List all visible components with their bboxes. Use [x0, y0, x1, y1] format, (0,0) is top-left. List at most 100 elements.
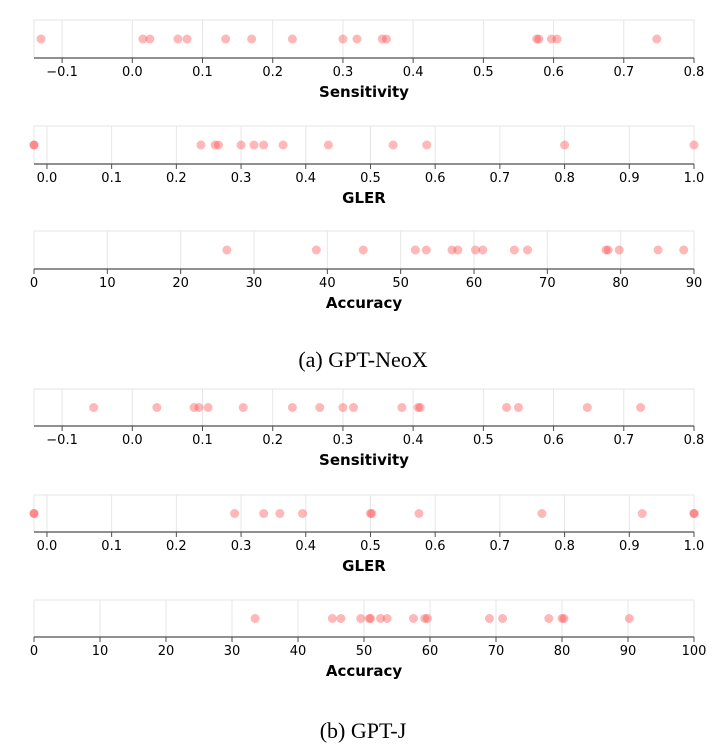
- panel-a-accuracy-point: [470, 245, 480, 255]
- panel-b-sensitivity-tick-label: 0.0: [122, 433, 143, 448]
- panel-a-sensitivity-tick-label: 0.3: [333, 65, 354, 80]
- panel-a-gler-point: [560, 140, 570, 150]
- panel-a-gler-tick-label: 0.0: [37, 171, 58, 186]
- panel-b-sensitivity-point: [338, 403, 348, 412]
- panel-b-accuracy-point: [376, 614, 385, 623]
- panel-b-gler-tick-label: 0.1: [101, 539, 122, 554]
- panel-a-sensitivity-frame: [33, 19, 695, 59]
- panel-b-gler-point: [298, 509, 308, 518]
- panel-b-sensitivity-tick-label: 0.6: [543, 433, 564, 448]
- panel-a-accuracy-point: [421, 245, 431, 255]
- panel-b-sensitivity-point: [348, 403, 358, 412]
- panel-a-gler-tick-label: 1.0: [684, 171, 705, 186]
- panel-a-gler-tick-label: 0.5: [360, 171, 381, 186]
- panel-b-sensitivity-tick-label: 0.3: [333, 433, 354, 448]
- panel-a-accuracy-point: [509, 245, 519, 255]
- panel-b-sensitivity-point: [89, 403, 99, 412]
- caption-b: (b) GPT-J: [320, 718, 407, 743]
- panel-a-gler-point: [196, 140, 206, 150]
- panel-a-gler-tick-label: 0.6: [425, 171, 446, 186]
- panel-b-gler-tick-label: 1.0: [684, 539, 705, 554]
- panel-b-accuracy-tick-label: 20: [158, 644, 175, 659]
- panel-b-accuracy-point: [327, 614, 337, 623]
- panel-b-accuracy-point: [250, 614, 260, 623]
- panel-a-gler-point: [323, 140, 333, 150]
- panel-b-sensitivity-tick-label: −0.1: [46, 433, 78, 448]
- panel-b-accuracy-tick-label: 100: [682, 644, 707, 659]
- panel-b-accuracy: 0 10 20 30 40 50 60 70 80 90 100 Accuracy: [30, 599, 707, 680]
- panel-b-sensitivity-tick-label: 0.1: [192, 433, 213, 448]
- panel-b-gler-tick-label: 0.6: [425, 539, 446, 554]
- panel-a-gler: 0.0 0.1 0.2 0.3 0.4 0.5 0.6 0.7 0.8 0.9 1.0 GLER: [29, 125, 705, 207]
- panel-a-accuracy-tick-label: 20: [172, 276, 189, 291]
- panel-b-sensitivity-point: [238, 403, 248, 412]
- panel-b-sensitivity-point: [582, 403, 592, 412]
- panel-a-sensitivity-point: [287, 34, 297, 44]
- panel-b-gler-tick-label: 0.5: [360, 539, 381, 554]
- panel-a-gler-tick-label: 0.4: [295, 171, 316, 186]
- panel-b-sensitivity-tick-label: 0.5: [473, 433, 494, 448]
- panel-a-sensitivity-tick-label: −0.1: [46, 65, 78, 80]
- panel-b-accuracy-tick-label: 40: [290, 644, 307, 659]
- panel-a-accuracy-tick-label: 80: [612, 276, 629, 291]
- panel-a-gler-point: [422, 140, 432, 150]
- panel-b-gler-point: [414, 509, 424, 518]
- panel-a-sensitivity-point: [546, 34, 556, 44]
- panel-a-gler-point: [29, 140, 39, 150]
- panel-a-accuracy-point: [478, 245, 488, 255]
- panel-a-sensitivity-axis-title: Sensitivity: [319, 83, 409, 101]
- panel-a-accuracy-point: [311, 245, 321, 255]
- panel-b-sensitivity-tick-label: 0.4: [403, 433, 424, 448]
- panel-b-accuracy-point: [382, 614, 392, 623]
- panel-a-sensitivity-point: [381, 34, 391, 44]
- panel-a-sensitivity-tick-label: 0.1: [192, 65, 213, 80]
- panel-a-sensitivity: −0.1 0.0 0.1 0.2 0.3 0.4 0.5 0.6 0.7 0.8 Sensitivi…: [33, 19, 705, 101]
- panel-a-gler-tick-label: 0.3: [231, 171, 252, 186]
- panel-a-sensitivity-point: [145, 34, 155, 44]
- panel-a-sensitivity-tick-label: 0.7: [613, 65, 634, 80]
- panel-b-sensitivity-point: [397, 403, 407, 412]
- panel-b-gler-point: [29, 509, 39, 518]
- panel-a-gler-tick-label: 0.9: [619, 171, 640, 186]
- panel-a-accuracy-point: [603, 245, 613, 255]
- panel-b-gler-point: [689, 509, 699, 518]
- panel-a-gler-point: [388, 140, 398, 150]
- panel-a-accuracy-tick-label: 50: [392, 276, 409, 291]
- panel-a-sensitivity-tick-label: 0.4: [403, 65, 424, 80]
- panel-a-sensitivity-point: [173, 34, 183, 44]
- panel-a-sensitivity-point: [552, 34, 562, 44]
- panel-b-accuracy-point: [624, 614, 634, 623]
- panel-a-sensitivity-tick-label: 0.0: [122, 65, 143, 80]
- panel-b-accuracy-point: [498, 614, 508, 623]
- panel-b-gler-axis-title: GLER: [342, 557, 386, 575]
- panel-b-sensitivity-point: [194, 403, 204, 412]
- panel-a-sensitivity-point: [352, 34, 362, 44]
- panel-b-accuracy-point: [356, 614, 366, 623]
- panel-b-accuracy-point: [366, 614, 376, 623]
- panel-b-accuracy-tick-label: 10: [92, 644, 109, 659]
- panel-a-accuracy-tick-label: 60: [466, 276, 483, 291]
- panel-b-sensitivity: −0.1 0.0 0.1 0.2 0.3 0.4 0.5 0.6 0.7 0.8 Sensitivi…: [33, 388, 704, 469]
- panel-b-sensitivity-point: [315, 403, 325, 412]
- panel-a-sensitivity-point: [36, 34, 46, 44]
- panel-a-accuracy-tick-label: 0: [30, 276, 38, 291]
- panel-a-accuracy-tick-label: 40: [319, 276, 336, 291]
- panel-a-sensitivity-tick-label: 0.8: [684, 65, 705, 80]
- panel-b-accuracy-tick-label: 30: [224, 644, 241, 659]
- panel-a-gler-frame: [33, 125, 695, 165]
- panel-a-gler-point: [259, 140, 269, 150]
- panel-a-accuracy-point: [679, 245, 689, 255]
- panel-b-sensitivity-point: [189, 403, 199, 412]
- panel-b-accuracy-tick-label: 0: [30, 644, 38, 659]
- panel-a-gler-tick-label: 0.8: [554, 171, 575, 186]
- panel-b-accuracy-point: [557, 614, 567, 623]
- panel-a-sensitivity-point: [532, 34, 542, 44]
- panel-b-accuracy-tick-label: 90: [620, 644, 637, 659]
- panel-b-accuracy-point: [409, 614, 418, 623]
- panel-b-accuracy-tick-label: 50: [356, 644, 373, 659]
- panel-a-accuracy-point: [222, 245, 232, 255]
- panel-a-accuracy-tick-label: 10: [99, 276, 116, 291]
- panel-a-accuracy-axis-title: Accuracy: [326, 294, 402, 312]
- panel-b-gler-tick-label: 0.0: [37, 539, 58, 554]
